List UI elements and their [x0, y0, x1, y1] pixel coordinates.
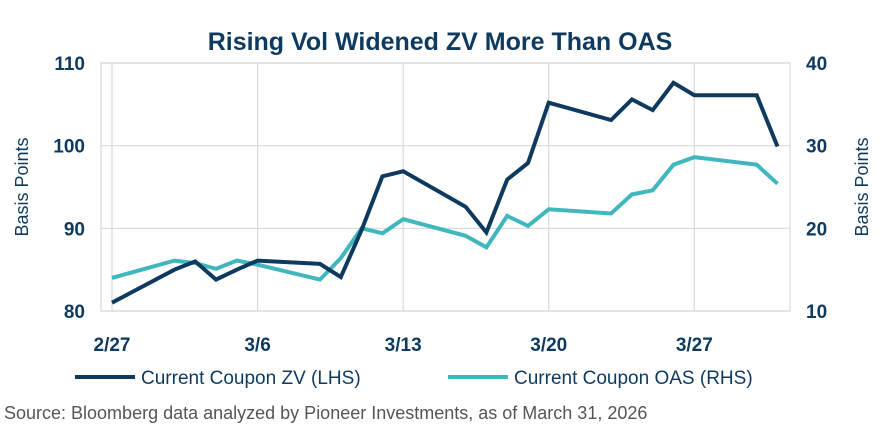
grid	[101, 62, 790, 312]
x-tick-label: 2/27	[94, 335, 131, 356]
x-tick-label: 3/6	[244, 335, 270, 356]
series-line-zv	[111, 80, 780, 305]
y-left-tick-label: 80	[64, 302, 85, 323]
axes	[100, 62, 791, 312]
y-axis-left-ticks: 80 90 100 110	[53, 54, 85, 323]
y-right-tick-label: 10	[806, 302, 827, 323]
legend-label-oas: Current Coupon OAS (RHS)	[514, 368, 753, 389]
y-axis-left-label: Basis Points	[12, 137, 32, 236]
series-line-oas	[111, 155, 779, 282]
legend: Current Coupon ZV (LHS) Current Coupon O…	[75, 368, 753, 389]
series-layer	[111, 80, 780, 305]
plot-border	[100, 62, 791, 312]
x-tick-label: 3/20	[530, 335, 567, 356]
y-axis-right-label: Basis Points	[852, 137, 872, 236]
y-right-tick-label: 30	[806, 137, 827, 158]
chart-title: Rising Vol Widened ZV More Than OAS	[208, 28, 673, 56]
legend-label-zv: Current Coupon ZV (LHS)	[141, 368, 361, 389]
x-tick-label: 3/13	[385, 335, 422, 356]
y-right-tick-label: 20	[806, 219, 827, 240]
y-left-tick-label: 110	[54, 54, 85, 75]
y-left-tick-label: 100	[53, 137, 85, 158]
x-tick-label: 3/27	[676, 335, 713, 356]
y-axis-right-ticks: 10 20 30 40	[806, 54, 827, 323]
y-left-tick-label: 90	[64, 219, 85, 240]
x-axis-ticks: 2/27 3/6 3/13 3/20 3/27	[94, 335, 713, 356]
source-note: Source: Bloomberg data analyzed by Pione…	[4, 403, 647, 423]
y-right-tick-label: 40	[806, 54, 827, 75]
